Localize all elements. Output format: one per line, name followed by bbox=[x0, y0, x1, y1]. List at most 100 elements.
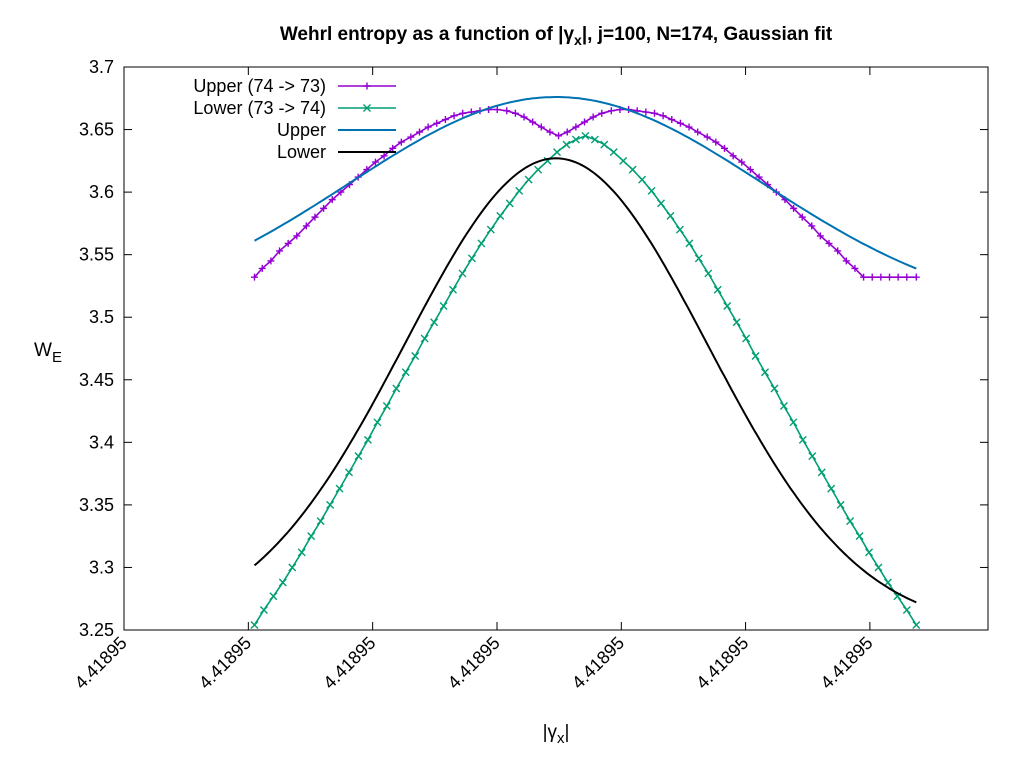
data-point bbox=[647, 186, 656, 195]
series-2 bbox=[254, 96, 917, 270]
data-point bbox=[638, 175, 647, 184]
data-point bbox=[657, 199, 666, 208]
data-point bbox=[441, 116, 449, 124]
data-point bbox=[598, 109, 606, 117]
data-point bbox=[713, 285, 722, 294]
data-point bbox=[363, 104, 371, 112]
data-point bbox=[628, 165, 637, 174]
chart-title: Wehrl entropy as a function of |γx|, j=1… bbox=[280, 24, 833, 48]
chart-title-rest: |, j=100, N=174, Gaussian fit bbox=[582, 24, 833, 45]
series-3 bbox=[253, 157, 917, 604]
data-point bbox=[562, 140, 571, 149]
data-point bbox=[886, 273, 894, 281]
legend-label: Upper (74 -> 73) bbox=[193, 76, 326, 96]
data-point bbox=[836, 500, 845, 509]
data-point bbox=[590, 135, 599, 144]
data-point bbox=[825, 239, 833, 247]
data-point bbox=[458, 269, 467, 278]
data-point bbox=[467, 254, 476, 263]
data-point bbox=[288, 563, 297, 572]
x-tick-label: 4.41895 bbox=[568, 633, 628, 693]
data-point bbox=[779, 402, 788, 411]
data-point bbox=[685, 123, 693, 131]
data-point bbox=[363, 435, 372, 444]
data-point bbox=[834, 247, 842, 255]
y-tick-label: 3.65 bbox=[79, 120, 114, 140]
data-point bbox=[755, 173, 763, 181]
x-tick-label: 4.41895 bbox=[195, 633, 255, 693]
data-point bbox=[534, 165, 543, 174]
data-point bbox=[789, 418, 798, 427]
data-point bbox=[320, 204, 328, 212]
data-point bbox=[354, 452, 363, 461]
plot-frame bbox=[123, 66, 989, 631]
data-point bbox=[865, 548, 874, 557]
data-point bbox=[449, 285, 458, 294]
data-point bbox=[407, 133, 415, 141]
x-axis-label-main: |γ bbox=[543, 722, 558, 743]
data-point bbox=[855, 532, 864, 541]
data-point bbox=[269, 592, 278, 601]
chart-title-main: Wehrl entropy as a function of |γ bbox=[280, 24, 575, 45]
series-line bbox=[253, 157, 917, 604]
data-point bbox=[486, 225, 495, 234]
data-point bbox=[868, 273, 876, 281]
data-point bbox=[816, 232, 824, 240]
y-axis-label-sub: E bbox=[52, 349, 62, 366]
data-point bbox=[555, 132, 563, 140]
data-point bbox=[524, 175, 533, 184]
data-point bbox=[790, 204, 798, 212]
data-point bbox=[912, 621, 921, 629]
data-point bbox=[642, 108, 650, 116]
data-point bbox=[258, 264, 266, 272]
legend-label: Lower bbox=[277, 142, 326, 162]
data-point bbox=[328, 196, 336, 204]
data-point bbox=[389, 144, 397, 152]
data-point bbox=[363, 82, 371, 90]
data-point bbox=[537, 123, 545, 131]
x-tick-label: 4.41895 bbox=[692, 633, 752, 693]
data-point bbox=[433, 119, 441, 127]
data-point bbox=[817, 468, 826, 477]
y-tick-label: 3.3 bbox=[89, 557, 114, 577]
data-point bbox=[860, 273, 868, 281]
legend: Upper (74 -> 73)Lower (73 -> 74)UpperLow… bbox=[193, 76, 396, 162]
data-point bbox=[529, 118, 537, 126]
data-point bbox=[311, 213, 319, 221]
data-point bbox=[284, 239, 292, 247]
data-point bbox=[581, 118, 589, 126]
data-point bbox=[666, 211, 675, 220]
data-point bbox=[297, 548, 306, 557]
data-point bbox=[704, 269, 713, 278]
data-point bbox=[392, 384, 401, 393]
x-tick-label: 4.41895 bbox=[71, 633, 131, 693]
data-point bbox=[439, 301, 448, 310]
data-point bbox=[401, 368, 410, 377]
data-point bbox=[511, 109, 519, 117]
y-axis-ticks: 3.25 3.3 3.35 3.4 3.45 3.5 3.55 3.6 3.65 3.7 bbox=[79, 57, 988, 640]
data-point bbox=[397, 138, 405, 146]
data-point bbox=[316, 517, 325, 526]
data-point bbox=[267, 257, 275, 265]
data-point bbox=[515, 186, 524, 195]
data-point bbox=[902, 605, 911, 614]
data-point bbox=[259, 605, 268, 614]
data-point bbox=[477, 239, 486, 248]
series-0 bbox=[250, 106, 920, 281]
data-point bbox=[761, 368, 770, 377]
data-point bbox=[607, 107, 615, 115]
data-point bbox=[563, 128, 571, 136]
legend-label: Upper bbox=[277, 120, 326, 140]
x-axis-label: |γx| bbox=[543, 722, 570, 747]
data-point bbox=[729, 152, 737, 160]
data-point bbox=[846, 517, 855, 526]
data-point bbox=[903, 273, 911, 281]
data-point bbox=[659, 112, 667, 120]
data-point bbox=[424, 123, 432, 131]
data-point bbox=[894, 273, 902, 281]
x-axis-ticks: 4.41895 4.41895 4.41895 4.41895 4.41895 4.418… bbox=[71, 67, 877, 693]
data-point bbox=[732, 318, 741, 327]
data-point bbox=[694, 254, 703, 263]
data-point bbox=[827, 484, 836, 493]
data-point bbox=[798, 435, 807, 444]
